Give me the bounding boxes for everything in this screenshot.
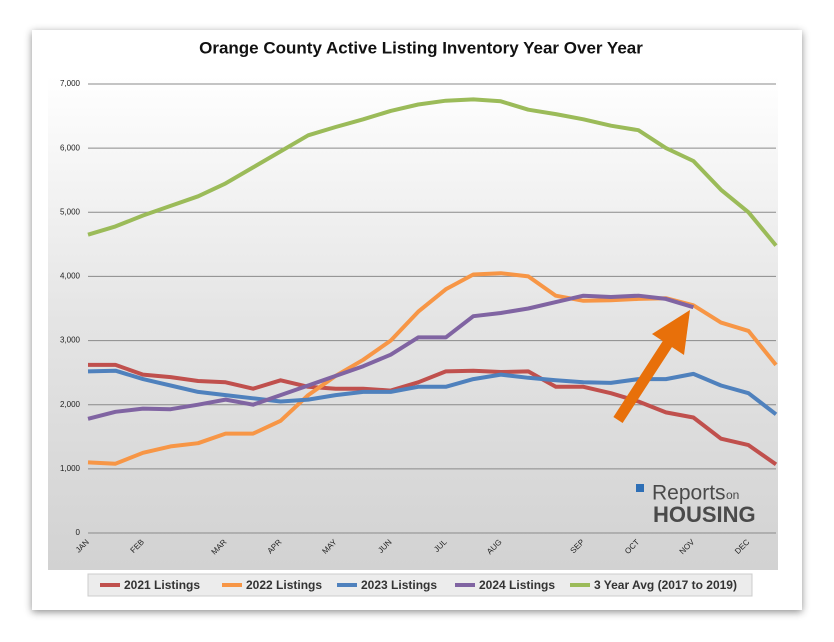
series-line [88, 362, 778, 467]
y-tick-label: 1,000 [60, 464, 81, 473]
logo-icon [636, 484, 644, 492]
legend-label: 2023 Listings [361, 578, 437, 592]
legend-label: 2022 Listings [246, 578, 322, 592]
logo-text: Reports [652, 482, 726, 505]
y-tick-label: 3,000 [60, 336, 81, 345]
legend-label: 3 Year Avg (2017 to 2019) [594, 578, 737, 592]
series-line [87, 293, 694, 421]
logo-text: on [726, 488, 739, 502]
y-tick-label: 6,000 [60, 143, 81, 152]
y-tick-label: 7,000 [60, 79, 81, 88]
plot-background [48, 76, 778, 570]
arrow-shaft [613, 337, 675, 423]
legend-box [87, 573, 753, 597]
chart-title: Orange County Active Listing Inventory Y… [199, 38, 643, 57]
legend-label: 2021 Listings [124, 578, 200, 592]
y-tick-label: 2,000 [60, 400, 81, 409]
y-tick-label: 0 [76, 528, 81, 537]
series-line [87, 368, 778, 416]
logo-text: HOUSING [653, 502, 756, 527]
logo: Reports on HOUSING [636, 482, 756, 527]
arrow [613, 310, 690, 423]
y-tick-label: 5,000 [60, 207, 81, 216]
y-tick-label: 4,000 [60, 272, 81, 281]
arrow-head [652, 310, 690, 355]
series-line [87, 97, 778, 247]
legend-label: 2024 Listings [479, 578, 555, 592]
